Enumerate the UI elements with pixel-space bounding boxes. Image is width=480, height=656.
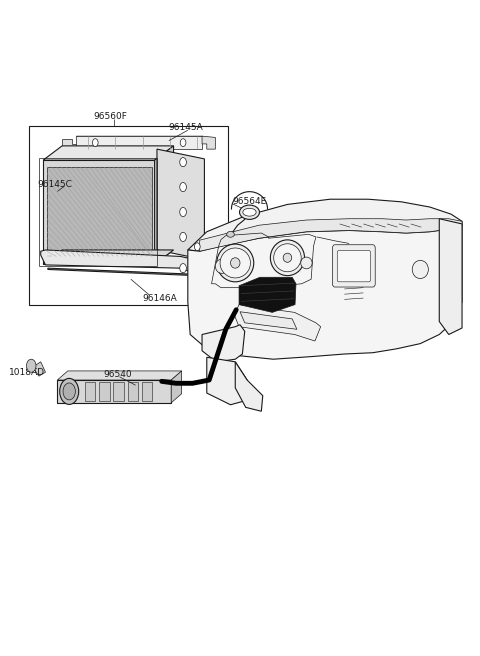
Polygon shape [62, 139, 76, 149]
Text: 96145A: 96145A [168, 123, 203, 132]
Polygon shape [113, 382, 124, 401]
Circle shape [180, 157, 186, 167]
Polygon shape [48, 268, 204, 276]
Ellipse shape [216, 259, 228, 274]
Circle shape [60, 379, 79, 405]
Ellipse shape [270, 240, 304, 276]
Polygon shape [43, 160, 155, 264]
Polygon shape [76, 136, 202, 149]
Polygon shape [235, 362, 263, 411]
Polygon shape [188, 199, 462, 251]
Circle shape [180, 264, 186, 273]
Polygon shape [47, 167, 152, 256]
Text: 96540: 96540 [104, 371, 132, 379]
Ellipse shape [230, 258, 240, 268]
Circle shape [180, 182, 186, 192]
Polygon shape [99, 382, 109, 401]
Polygon shape [41, 250, 189, 272]
Text: 96145C: 96145C [37, 180, 72, 190]
Text: 96564E: 96564E [232, 197, 267, 206]
Polygon shape [33, 362, 46, 376]
Circle shape [93, 138, 98, 146]
Polygon shape [200, 218, 462, 251]
Circle shape [26, 359, 36, 372]
Polygon shape [76, 136, 211, 141]
Polygon shape [85, 382, 96, 401]
Ellipse shape [217, 244, 254, 282]
Ellipse shape [227, 232, 234, 237]
Polygon shape [43, 146, 174, 160]
Ellipse shape [243, 209, 256, 216]
FancyBboxPatch shape [337, 251, 371, 282]
Ellipse shape [301, 257, 312, 269]
Ellipse shape [283, 253, 292, 262]
Polygon shape [57, 380, 171, 403]
Circle shape [180, 207, 186, 216]
Circle shape [180, 138, 186, 146]
Text: 96560F: 96560F [93, 112, 127, 121]
FancyBboxPatch shape [333, 245, 375, 287]
Text: 96146A: 96146A [143, 295, 178, 303]
Polygon shape [202, 325, 245, 362]
Polygon shape [171, 371, 181, 403]
Polygon shape [155, 146, 174, 264]
Circle shape [194, 243, 200, 251]
Polygon shape [43, 250, 174, 264]
Ellipse shape [274, 244, 301, 272]
Polygon shape [157, 149, 204, 260]
Ellipse shape [412, 260, 428, 279]
Ellipse shape [240, 205, 260, 219]
Circle shape [180, 232, 186, 241]
Polygon shape [239, 277, 296, 312]
Polygon shape [142, 382, 152, 401]
Circle shape [63, 383, 75, 400]
Ellipse shape [220, 248, 251, 278]
Polygon shape [128, 382, 138, 401]
Polygon shape [202, 136, 216, 149]
Polygon shape [188, 226, 462, 359]
Bar [29, 127, 228, 305]
Polygon shape [207, 358, 247, 405]
Polygon shape [234, 304, 321, 341]
Polygon shape [439, 218, 462, 335]
Polygon shape [57, 371, 181, 380]
Text: 1018AD: 1018AD [9, 368, 45, 377]
Polygon shape [240, 312, 297, 329]
